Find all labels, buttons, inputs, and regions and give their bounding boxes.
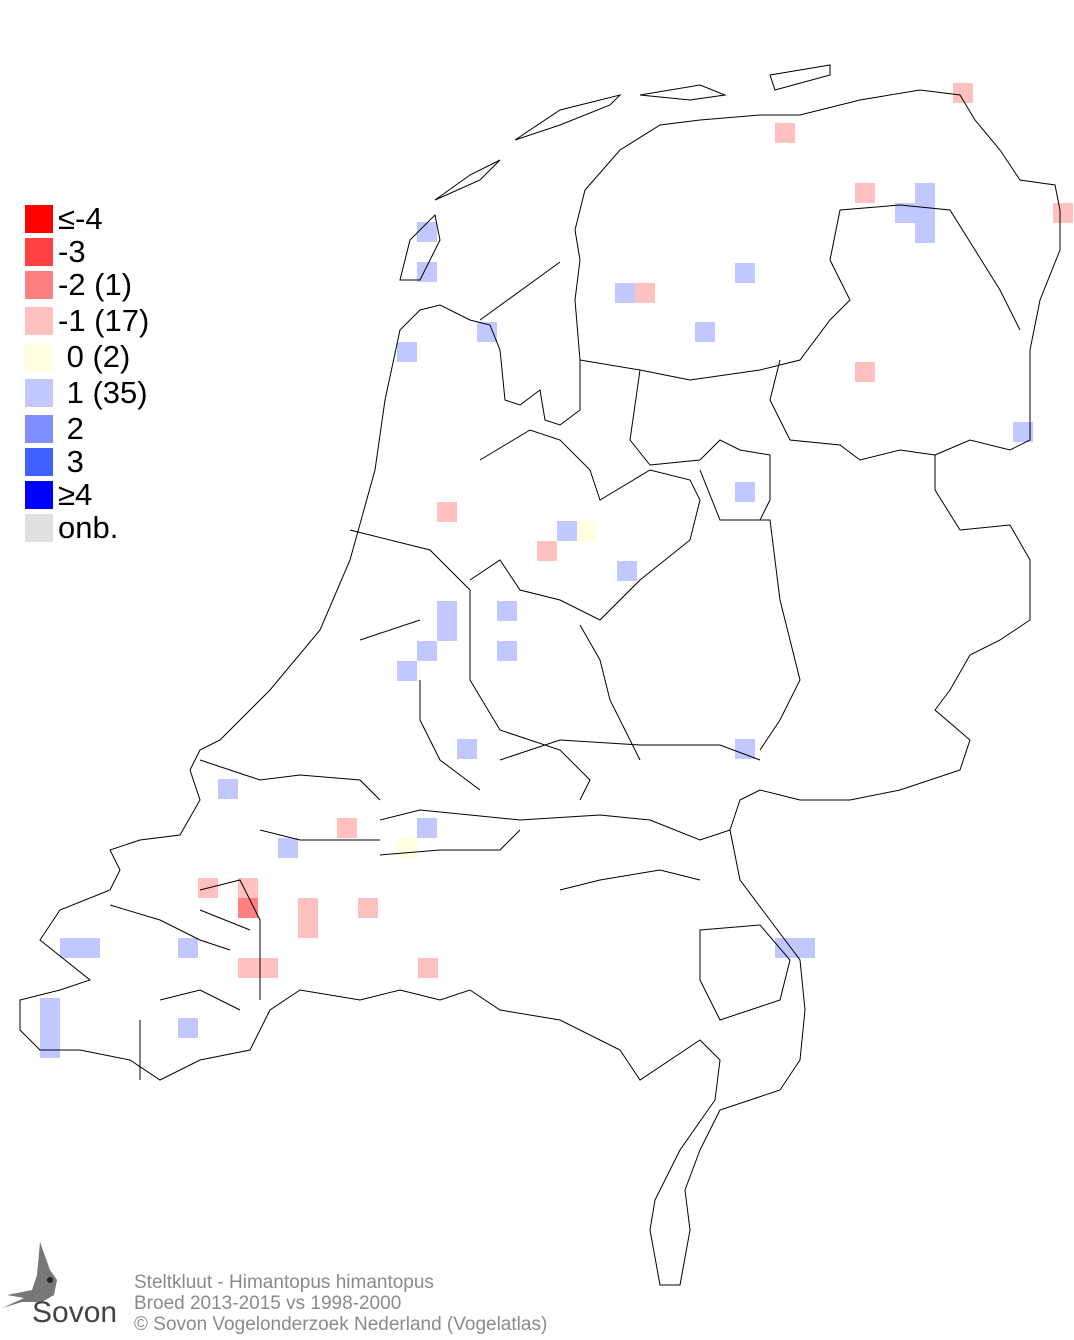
- logo-text: Sovon: [32, 1296, 118, 1329]
- grid-cell: [915, 183, 935, 203]
- legend-item: -1 (17): [25, 303, 185, 338]
- legend-label: ≥4: [58, 477, 93, 512]
- grid-cell: [397, 838, 417, 858]
- grid-cell: [1053, 203, 1073, 223]
- legend-swatch: [25, 415, 53, 443]
- province-borders: [109, 204, 1021, 1080]
- legend-label: 3: [58, 444, 84, 479]
- grid-cell: [695, 322, 715, 342]
- legend-swatch: [25, 448, 53, 476]
- grid-cell: [417, 818, 437, 838]
- legend-item: 2: [25, 411, 185, 446]
- grid-cell: [417, 641, 437, 661]
- legend-swatch: [25, 238, 53, 266]
- legend-item: 1 (35): [25, 375, 185, 410]
- legend-item: -2 (1): [25, 267, 185, 302]
- legend-label: ≤-4: [58, 201, 103, 236]
- grid-cell: [258, 958, 278, 978]
- grid-cell: [577, 521, 597, 541]
- period: Broed 2013-2015 vs 1998-2000: [134, 1293, 402, 1314]
- sovon-swallow-logo: [2, 1242, 57, 1308]
- grid-cell: [40, 998, 60, 1018]
- legend-swatch: [25, 271, 53, 299]
- map-outline: [19, 64, 1061, 1286]
- legend-label: 2: [58, 411, 84, 446]
- grid-cell: [617, 561, 637, 581]
- legend-label: 0 (2): [58, 339, 131, 374]
- grid-cell: [397, 342, 417, 362]
- grid-cell: [80, 938, 100, 958]
- grid-cell: [735, 739, 755, 759]
- grid-cell: [178, 938, 198, 958]
- grid-cell: [437, 601, 457, 621]
- legend-label: -2 (1): [58, 267, 133, 302]
- grid-cell: [635, 283, 655, 303]
- grid-cell: [238, 878, 258, 898]
- legend-swatch: [25, 379, 53, 407]
- grid-cell: [855, 183, 875, 203]
- grid-cell: [775, 938, 795, 958]
- grid-cell: [298, 918, 318, 938]
- legend-item: -3: [25, 234, 185, 269]
- grid-cell: [358, 898, 378, 918]
- grid-cell: [437, 621, 457, 641]
- legend-swatch: [25, 514, 53, 542]
- grid-cell: [915, 203, 935, 223]
- grid-cell: [953, 83, 973, 103]
- grid-cell: [437, 502, 457, 522]
- species-name: Steltkluut - Himantopus himantopus: [134, 1272, 434, 1293]
- grid-cells: [40, 83, 1073, 1058]
- grid-cell: [298, 898, 318, 918]
- copyright: © Sovon Vogelonderzoek Nederland (Vogela…: [134, 1314, 548, 1335]
- grid-cell: [537, 541, 557, 561]
- legend-item: 0 (2): [25, 339, 185, 374]
- grid-cell: [557, 521, 577, 541]
- grid-cell: [795, 938, 815, 958]
- grid-cell: [397, 661, 417, 681]
- grid-cell: [238, 898, 258, 918]
- legend-item: ≤-4: [25, 201, 185, 236]
- grid-cell: [775, 123, 795, 143]
- grid-cell: [735, 482, 755, 502]
- map-caption: Steltkluut - Himantopus himantopus Broed…: [134, 1272, 547, 1335]
- grid-cell: [497, 601, 517, 621]
- grid-cell: [417, 222, 437, 242]
- grid-cell: [218, 779, 238, 799]
- legend-label: onb.: [58, 510, 119, 545]
- grid-cell: [615, 283, 635, 303]
- legend-swatch: [25, 343, 53, 371]
- legend-swatch: [25, 307, 53, 335]
- grid-cell: [60, 938, 80, 958]
- grid-cell: [238, 958, 258, 978]
- legend-label: 1 (35): [58, 375, 148, 410]
- wadden-islands: [399, 64, 831, 281]
- legend-swatch: [25, 481, 53, 509]
- grid-cell: [457, 739, 477, 759]
- grid-cell: [278, 838, 298, 858]
- grid-cell: [477, 322, 497, 342]
- grid-cell: [735, 263, 755, 283]
- grid-cell: [895, 203, 915, 223]
- country-border: [19, 89, 1061, 1286]
- grid-cell: [40, 1038, 60, 1058]
- grid-cell: [915, 223, 935, 243]
- grid-cell: [497, 641, 517, 661]
- grid-cell: [337, 818, 357, 838]
- grid-cell: [178, 1018, 198, 1038]
- legend-label: -3: [58, 234, 86, 269]
- legend-item: ≥4: [25, 477, 185, 512]
- grid-cell: [855, 362, 875, 382]
- grid-cell: [40, 1018, 60, 1038]
- grid-cell: [1013, 422, 1033, 442]
- legend-item: onb.: [25, 510, 185, 545]
- legend-item: 3: [25, 444, 185, 479]
- legend-swatch: [25, 205, 53, 233]
- legend-label: -1 (17): [58, 303, 150, 338]
- grid-cell: [418, 958, 438, 978]
